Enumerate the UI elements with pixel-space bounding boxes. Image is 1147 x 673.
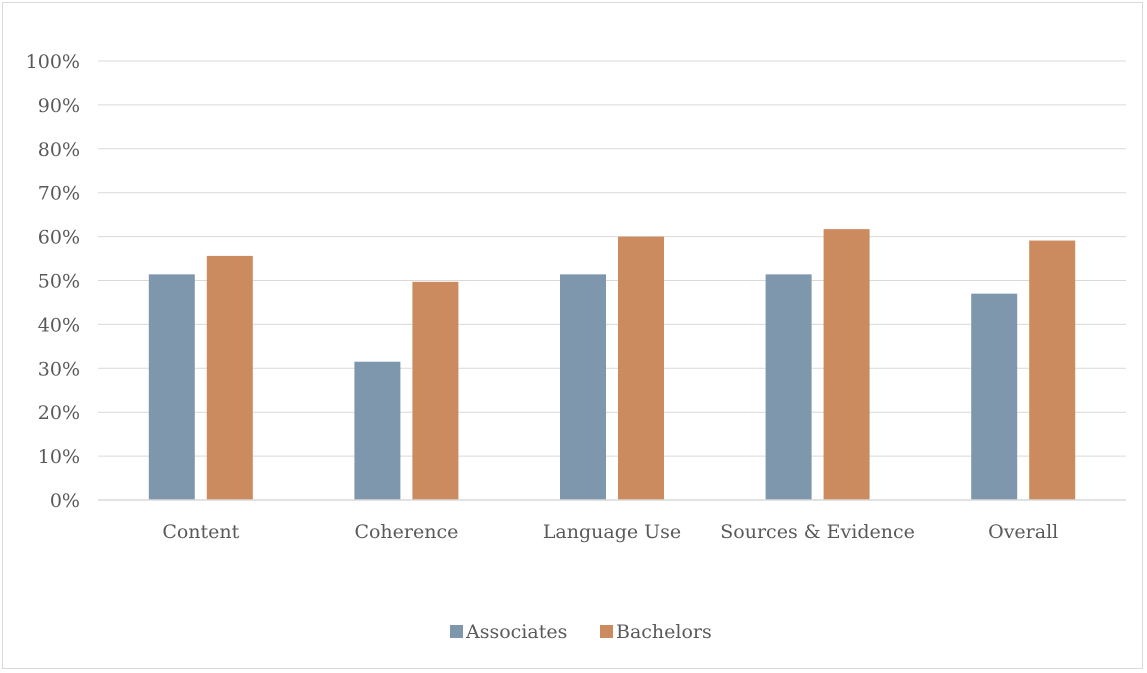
y-tick-label: 80% bbox=[38, 139, 80, 161]
legend-swatch-associates bbox=[450, 625, 463, 638]
bar-associates-0 bbox=[148, 274, 195, 500]
y-tick-label: 50% bbox=[38, 271, 80, 293]
gridlines bbox=[98, 60, 1126, 457]
x-category-label: Content bbox=[162, 521, 239, 543]
y-tick-label: 20% bbox=[38, 402, 80, 424]
bar-associates-4 bbox=[971, 293, 1018, 500]
y-tick-label: 90% bbox=[38, 95, 80, 117]
bar-bachelors-3 bbox=[823, 229, 870, 500]
x-category-label: Coherence bbox=[354, 521, 458, 543]
y-tick-label: 0% bbox=[50, 490, 80, 512]
y-tick-label: 100% bbox=[26, 51, 80, 73]
x-category-label: Overall bbox=[988, 521, 1058, 543]
y-tick-label: 70% bbox=[38, 183, 80, 205]
y-tick-label: 10% bbox=[38, 446, 80, 468]
bars bbox=[148, 229, 1076, 500]
bar-associates-2 bbox=[560, 274, 606, 500]
x-category-label: Sources & Evidence bbox=[720, 521, 915, 543]
bar-bachelors-1 bbox=[412, 281, 459, 500]
legend-label-bachelors: Bachelors bbox=[616, 621, 712, 643]
x-axis-labels: Content Coherence Language Use Sources & Ev… bbox=[162, 521, 1058, 543]
y-tick-label: 40% bbox=[38, 314, 80, 336]
y-tick-label: 60% bbox=[38, 227, 80, 249]
bar-bachelors-4 bbox=[1029, 240, 1076, 500]
bar-associates-1 bbox=[354, 361, 401, 500]
x-category-label: Language Use bbox=[543, 521, 681, 543]
legend-label-associates: Associates bbox=[465, 621, 567, 643]
y-axis-ticks: 0% 10% 20% 30% 40% 50% 60% 70% 80% 90% 100% bbox=[26, 51, 80, 512]
y-tick-label: 30% bbox=[38, 358, 80, 380]
bar-associates-3 bbox=[765, 274, 812, 500]
bar-bachelors-2 bbox=[618, 236, 664, 500]
legend: Associates Bachelors bbox=[450, 621, 712, 643]
bar-bachelors-0 bbox=[206, 255, 253, 500]
legend-swatch-bachelors bbox=[600, 625, 613, 638]
